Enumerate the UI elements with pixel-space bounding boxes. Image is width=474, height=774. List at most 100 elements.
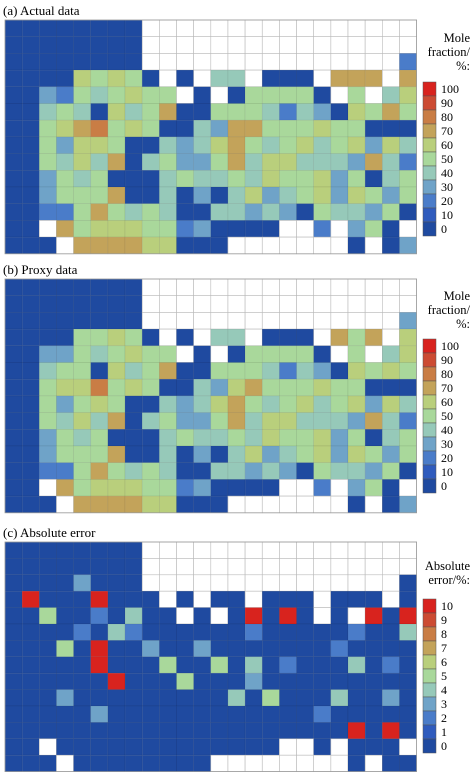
heatmap-cell [279,541,297,559]
colorbar-tick-label: 40 [441,423,453,437]
heatmap-cell [330,86,349,104]
panel-title: (a) Actual data [3,3,80,18]
heatmap-cell [4,623,23,641]
heatmap-cell [21,19,40,38]
heatmap-cell [347,153,366,171]
heatmap-cell [141,278,160,297]
heatmap-cell [244,69,263,88]
heatmap-cell [279,462,297,480]
heatmap-cell [210,312,229,330]
heatmap-cell [159,362,177,380]
heatmap-cell [21,445,40,464]
heatmap-cell [296,170,314,188]
heatmap-cell [313,328,332,347]
heatmap-cell [261,541,280,559]
heatmap-cell [313,495,332,514]
heatmap-cell [244,203,263,221]
heatmap-cell [159,412,177,430]
heatmap-cell [56,558,74,576]
heatmap-cell [4,103,23,121]
heatmap-cell [176,672,194,690]
heatmap-cell [364,705,383,723]
heatmap-cell [381,428,400,447]
heatmap-cell [176,722,194,740]
heatmap-cell [90,738,109,756]
heatmap-cell [159,705,177,723]
heatmap-cell [279,345,297,363]
heatmap-cell [124,462,143,480]
heatmap-cell [279,574,297,592]
heatmap-cell [90,312,109,330]
heatmap-cell [107,558,126,576]
heatmap-cell [141,328,160,347]
heatmap-cell [56,312,74,330]
heatmap-cell [21,640,40,658]
heatmap-cell [296,19,314,38]
heatmap-cell [347,236,366,255]
heatmap-cell [124,153,143,171]
heatmap-cell [399,640,417,658]
heatmap-cell [210,295,229,313]
heatmap-cell [210,345,229,363]
heatmap-cell [399,86,417,104]
heatmap-cell [279,186,297,205]
heatmap-cell [73,428,92,447]
heatmap-cell [176,462,194,480]
heatmap-cell [296,119,314,138]
heatmap-cell [124,170,143,188]
heatmap-cell [176,623,194,641]
heatmap-cell [313,236,332,255]
heatmap-cell [261,362,280,380]
heatmap-cell [38,236,57,255]
heatmap-cell [330,395,349,413]
heatmap-cell [193,656,212,674]
heatmap-cell [279,362,297,380]
heatmap-cell [193,640,212,658]
heatmap-cell [176,607,194,625]
heatmap-cell [4,136,23,154]
heatmap-cell [279,656,297,674]
heatmap-cell [21,495,40,514]
heatmap-cell [261,345,280,363]
colorbar-swatch [422,81,437,97]
heatmap-cell [176,479,194,497]
heatmap-cell [107,479,126,497]
colorbar-swatch [422,165,437,181]
colorbar-tick-label: 70 [441,381,453,395]
heatmap-cell [261,220,280,238]
heatmap-cell [107,378,126,397]
heatmap-cell [244,328,263,347]
heatmap-cell [381,86,400,104]
heatmap-cell [381,312,400,330]
heatmap-cell [244,170,263,188]
heatmap-cell [296,103,314,121]
heatmap-cell [90,19,109,38]
heatmap-cell [124,278,143,297]
heatmap-cell [4,541,23,559]
heatmap-cell [107,53,126,71]
heatmap-cell [107,328,126,347]
heatmap-cell [296,428,314,447]
heatmap-cell [107,445,126,464]
heatmap-cell [313,479,332,497]
heatmap-cell [38,220,57,238]
heatmap-cell [21,186,40,205]
heatmap-cell [330,754,349,772]
heatmap-cell [381,738,400,756]
heatmap-cell [90,153,109,171]
heatmap-cell [399,705,417,723]
heatmap-cell [381,153,400,171]
heatmap-cell [261,462,280,480]
heatmap-cell [4,445,23,464]
heatmap-cell [73,86,92,104]
heatmap-cell [210,672,229,690]
heatmap-cell [261,119,280,138]
heatmap-cell [381,590,400,608]
heatmap-cell [261,295,280,313]
heatmap-cell [176,395,194,413]
heatmap-cell [124,623,143,641]
heatmap-cell [296,738,314,756]
heatmap-cell [261,53,280,71]
heatmap-cell [296,541,314,559]
heatmap-cell [347,558,366,576]
